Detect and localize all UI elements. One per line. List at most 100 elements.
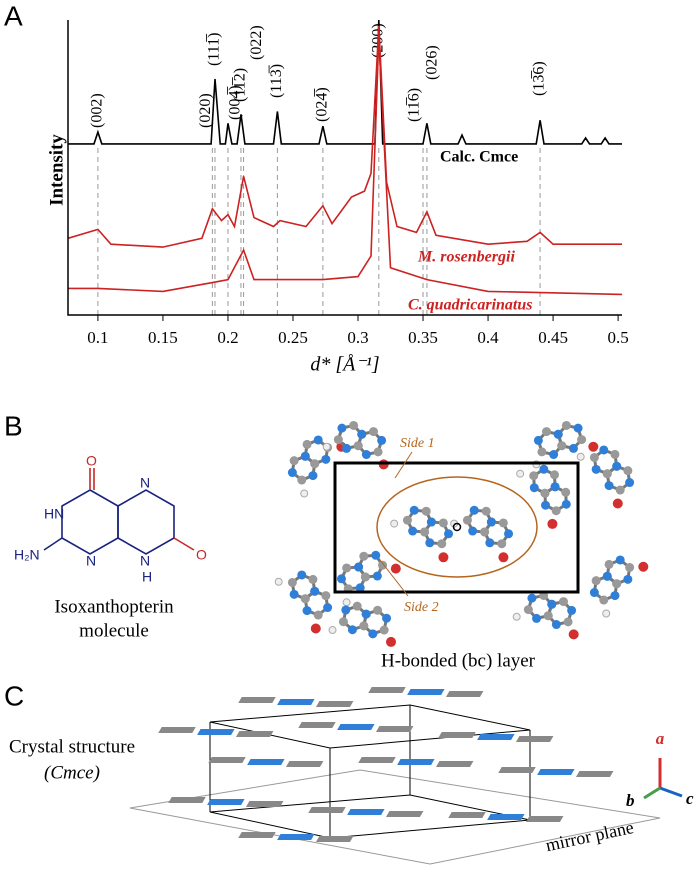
- oxygen: [438, 552, 449, 563]
- atom: [604, 481, 614, 491]
- peak-label: (020): [197, 93, 214, 128]
- dimer-outline: [376, 476, 538, 578]
- atom: [539, 464, 549, 474]
- stacked-molecule: [245, 801, 284, 807]
- hydrogen: [390, 519, 399, 528]
- stacked-molecule: [435, 761, 474, 767]
- atom: [540, 488, 550, 498]
- atom: [547, 599, 557, 609]
- x-tick-label: 0.2: [217, 328, 238, 347]
- peak-label: (11̅6): [406, 88, 423, 122]
- stacked-molecule: [277, 699, 315, 705]
- axis-triad: [643, 758, 683, 800]
- stacked-molecule: [197, 729, 235, 735]
- atom: [541, 500, 551, 510]
- atom: [349, 420, 359, 430]
- atom-label: H₂N: [14, 547, 40, 563]
- atom: [321, 591, 331, 601]
- atom: [486, 517, 496, 527]
- x-tick-label: 0.1: [87, 328, 108, 347]
- atom: [337, 423, 347, 433]
- atom: [599, 595, 609, 605]
- trace: [67, 25, 622, 248]
- stacked-molecule: [298, 722, 336, 728]
- atom: [533, 435, 543, 445]
- atom: [300, 451, 310, 461]
- atom: [612, 579, 622, 589]
- atom: [287, 577, 297, 587]
- side-label: Side 2: [404, 600, 439, 615]
- atom: [409, 505, 419, 515]
- atom: [542, 427, 552, 437]
- atom: [567, 605, 577, 615]
- atom: [481, 506, 491, 516]
- hydrogen: [342, 598, 351, 607]
- stacked-molecule: [515, 736, 554, 742]
- peak-label: (004̅): [227, 85, 244, 120]
- stacked-molecule: [477, 734, 515, 740]
- atom: [368, 427, 378, 437]
- inversion-center: [452, 522, 462, 532]
- stacked-molecule: [238, 697, 276, 703]
- hydrogen: [576, 452, 585, 461]
- atom: [341, 605, 351, 615]
- atom: [297, 570, 307, 580]
- stacked-molecule: [207, 799, 245, 805]
- stacked-molecule: [438, 732, 476, 738]
- atom: [551, 506, 561, 516]
- atom: [561, 487, 571, 497]
- stacked-molecule: [315, 836, 354, 842]
- atom: [300, 594, 310, 604]
- atom: [568, 443, 578, 453]
- atom: [551, 620, 561, 630]
- stacked-molecule: [407, 689, 445, 695]
- atom: [308, 471, 318, 481]
- atom: [604, 559, 614, 569]
- x-tick-label: 0.5: [607, 328, 628, 347]
- atom: [420, 527, 430, 537]
- atom: [310, 586, 320, 596]
- stacked-molecule: [337, 724, 375, 730]
- caption: Isoxanthopterin: [54, 596, 174, 617]
- molecule-drawing: [43, 468, 195, 555]
- oxygen: [386, 636, 397, 647]
- atom: [378, 560, 388, 570]
- atom: [589, 452, 599, 462]
- atom: [557, 441, 567, 451]
- atom: [553, 429, 563, 439]
- atom: [368, 629, 378, 639]
- oxygen: [612, 498, 623, 509]
- atom: [599, 445, 609, 455]
- y-axis-label: Intensity: [46, 134, 67, 206]
- atom: [529, 483, 539, 493]
- stacked-molecule: [308, 807, 346, 813]
- atom: [425, 538, 435, 548]
- atom: [529, 471, 539, 481]
- atom: [615, 555, 625, 565]
- cell-box: [209, 704, 531, 839]
- atom: [382, 613, 392, 623]
- stacked-molecule: [575, 771, 614, 777]
- stacked-molecule: [168, 797, 206, 803]
- atom: [373, 605, 383, 615]
- oxygen: [638, 561, 649, 572]
- caption: molecule: [79, 620, 149, 641]
- atom: [360, 572, 370, 582]
- atom: [504, 529, 514, 539]
- atom: [357, 429, 367, 439]
- caption: H-bonded (bc) layer: [381, 650, 536, 671]
- hydrogen: [516, 469, 525, 478]
- atom: [323, 603, 333, 613]
- series-label: C. quadricarinatus: [408, 297, 532, 314]
- atom: [444, 529, 454, 539]
- atom: [549, 450, 559, 460]
- atom: [353, 441, 363, 451]
- oxygen: [568, 629, 579, 640]
- panel-label: B: [4, 410, 23, 441]
- atom: [352, 601, 362, 611]
- stacked-molecule: [525, 816, 564, 822]
- axis-label: c: [686, 789, 694, 808]
- atom: [321, 454, 331, 464]
- atom: [342, 443, 352, 453]
